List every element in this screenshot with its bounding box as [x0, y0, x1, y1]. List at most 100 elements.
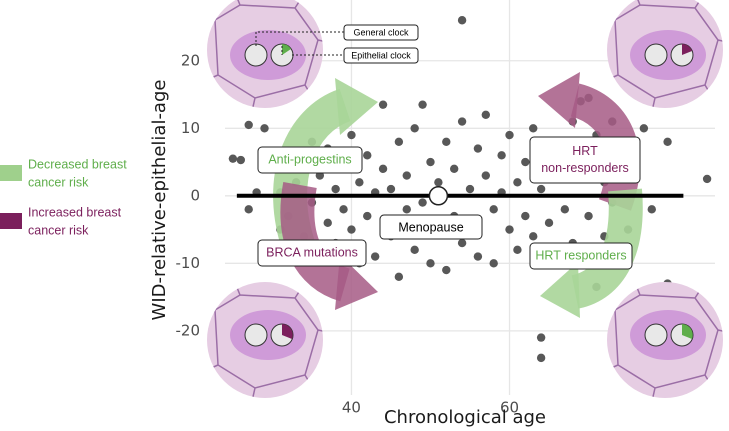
point	[394, 272, 404, 282]
legend-label: Increased breast	[28, 205, 122, 219]
point	[663, 137, 672, 146]
point	[536, 184, 546, 194]
point	[434, 178, 443, 187]
y-tick-label: -10	[176, 254, 201, 272]
annotation: HRT responders	[535, 248, 626, 262]
y-axis-title: WID-relative-epithelial-age	[149, 80, 170, 321]
y-tick-label: 0	[190, 186, 200, 204]
point	[418, 100, 427, 109]
menopause-label: Menopause	[398, 220, 463, 234]
point	[410, 245, 419, 255]
point	[529, 124, 538, 133]
point	[244, 120, 253, 130]
point	[228, 154, 238, 163]
point	[449, 164, 459, 174]
point	[457, 238, 467, 248]
point	[702, 174, 712, 184]
arrow-head	[538, 72, 580, 128]
arrow-head	[540, 262, 580, 318]
point	[347, 225, 356, 234]
clock-label: Epithelial clock	[351, 50, 411, 60]
legend-label: cancer risk	[28, 175, 89, 189]
point	[363, 211, 372, 221]
point	[236, 155, 246, 165]
arrow	[570, 188, 643, 309]
point	[513, 245, 522, 255]
callout-box	[343, 47, 419, 64]
point	[363, 151, 372, 160]
x-axis-title: Chronological age	[384, 407, 546, 428]
cell	[607, 282, 723, 398]
label-box	[379, 214, 483, 240]
point	[402, 205, 411, 214]
point	[386, 184, 396, 194]
arrow	[569, 83, 640, 211]
point	[639, 124, 649, 133]
x-tick-label: 60	[500, 399, 519, 417]
point	[544, 218, 554, 228]
y-tick-label: 20	[181, 51, 200, 69]
point	[505, 225, 514, 234]
point	[536, 333, 546, 342]
label-box	[257, 146, 363, 174]
point	[513, 178, 522, 187]
arrow-head	[335, 78, 378, 135]
point	[355, 178, 364, 187]
y-tick-label: 10	[181, 119, 200, 137]
point	[473, 144, 483, 153]
cell	[607, 0, 723, 108]
legend-label: Decreased breast	[28, 157, 127, 171]
point	[481, 110, 491, 119]
point	[442, 137, 451, 146]
point	[426, 259, 435, 268]
point	[402, 171, 411, 180]
point	[521, 211, 530, 221]
annotation: BRCA mutations	[266, 245, 358, 259]
point	[481, 171, 491, 180]
point	[647, 205, 656, 214]
point	[529, 232, 538, 241]
legend-label: cancer risk	[28, 223, 89, 237]
y-tick-label: -20	[176, 321, 201, 339]
point	[418, 198, 427, 207]
point	[457, 16, 467, 25]
x-tick-label: 40	[342, 399, 361, 417]
legend-swatch	[0, 213, 22, 229]
point	[260, 124, 269, 133]
legend-swatch	[0, 165, 22, 181]
point	[339, 205, 348, 214]
point	[489, 259, 498, 268]
menopause-point	[428, 186, 449, 206]
decorations: General clock Epithelial clock	[207, 0, 723, 398]
label-box	[529, 136, 641, 184]
point	[505, 130, 514, 140]
point	[584, 211, 593, 221]
callout	[255, 31, 344, 56]
clock-label: General clock	[353, 27, 409, 37]
point	[497, 151, 506, 160]
point	[331, 184, 340, 194]
point	[536, 353, 546, 363]
point	[323, 218, 332, 228]
point	[378, 100, 388, 109]
point	[489, 205, 498, 214]
point	[410, 124, 419, 133]
point	[394, 137, 404, 146]
point	[473, 252, 483, 261]
annotation: Anti-progestins	[268, 152, 351, 166]
point	[370, 252, 380, 261]
point	[378, 164, 388, 174]
cell	[207, 0, 323, 108]
foreground: 40 60 -20 -10 0 10 20 Chronological age WID-rela…	[0, 51, 684, 428]
arrow-head	[335, 255, 378, 310]
label-box	[257, 239, 367, 267]
annotation: non-responders	[541, 161, 629, 175]
point	[426, 157, 435, 167]
point	[244, 205, 253, 214]
point	[465, 184, 475, 194]
annotation: HRT	[572, 144, 598, 158]
point	[442, 265, 451, 275]
arrow	[280, 181, 351, 302]
